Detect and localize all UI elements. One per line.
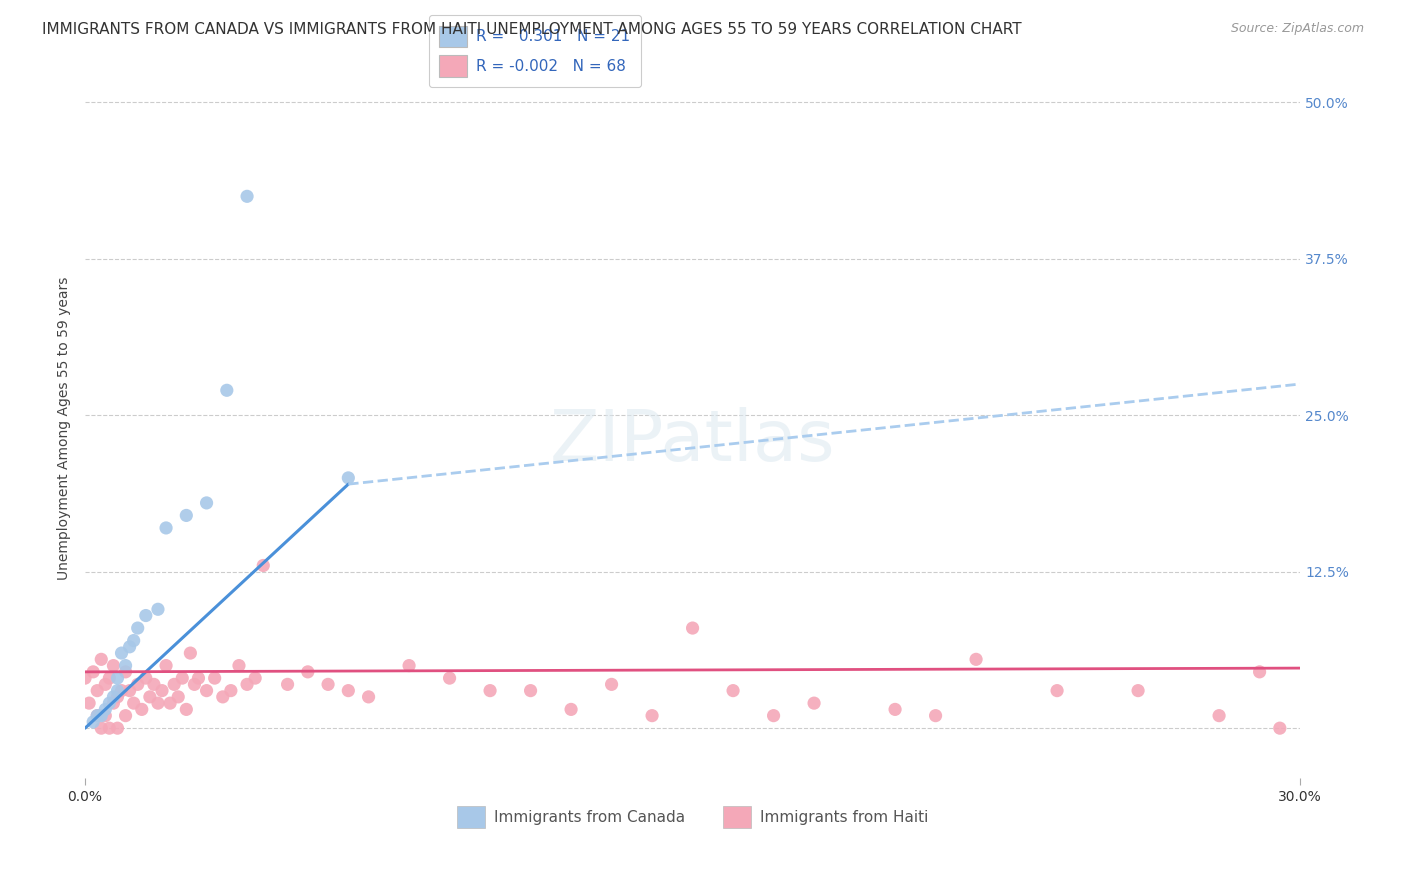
Point xyxy=(122,696,145,710)
Point xyxy=(150,683,173,698)
Point xyxy=(641,708,664,723)
Point xyxy=(176,508,198,523)
Legend: Immigrants from Canada, Immigrants from Haiti: Immigrants from Canada, Immigrants from … xyxy=(451,800,934,834)
Point xyxy=(398,658,420,673)
Point xyxy=(82,714,104,729)
Point xyxy=(252,558,274,573)
Point xyxy=(114,665,136,679)
Point xyxy=(159,696,181,710)
Text: IMMIGRANTS FROM CANADA VS IMMIGRANTS FROM HAITI UNEMPLOYMENT AMONG AGES 55 TO 59: IMMIGRANTS FROM CANADA VS IMMIGRANTS FRO… xyxy=(42,22,1022,37)
Point xyxy=(316,677,339,691)
Y-axis label: Unemployment Among Ages 55 to 59 years: Unemployment Among Ages 55 to 59 years xyxy=(58,277,72,580)
Point xyxy=(600,677,623,691)
Point xyxy=(118,640,141,654)
Point xyxy=(90,721,112,735)
Point xyxy=(479,683,502,698)
Point xyxy=(146,602,169,616)
Point xyxy=(803,696,825,710)
Point xyxy=(337,471,360,485)
Point xyxy=(236,189,259,203)
Point xyxy=(94,677,117,691)
Point xyxy=(94,708,117,723)
Point xyxy=(82,665,104,679)
Point xyxy=(155,521,177,535)
Point xyxy=(98,721,121,735)
Point xyxy=(519,683,541,698)
Point xyxy=(139,690,162,704)
Point xyxy=(179,646,201,660)
Point xyxy=(98,696,121,710)
Point xyxy=(155,658,177,673)
Point xyxy=(118,683,141,698)
Point xyxy=(98,671,121,685)
Point xyxy=(90,708,112,723)
Point xyxy=(297,665,319,679)
Point xyxy=(337,683,360,698)
Point xyxy=(228,658,250,673)
Point xyxy=(924,708,946,723)
Point xyxy=(114,658,136,673)
Point xyxy=(204,671,226,685)
Point xyxy=(219,683,242,698)
Point xyxy=(107,690,129,704)
Point xyxy=(243,671,266,685)
Point xyxy=(90,652,112,666)
Point xyxy=(215,384,238,398)
Point xyxy=(135,671,157,685)
Point xyxy=(107,671,129,685)
Point xyxy=(721,683,744,698)
Point xyxy=(127,677,149,691)
Point xyxy=(176,702,198,716)
Point xyxy=(172,671,194,685)
Point xyxy=(236,677,259,691)
Point xyxy=(1208,708,1230,723)
Point xyxy=(146,696,169,710)
Point xyxy=(135,608,157,623)
Text: Source: ZipAtlas.com: Source: ZipAtlas.com xyxy=(1230,22,1364,36)
Point xyxy=(439,671,461,685)
Point xyxy=(1126,683,1149,698)
Point xyxy=(110,646,132,660)
Point xyxy=(103,658,125,673)
Text: ZIPatlas: ZIPatlas xyxy=(550,408,835,476)
Point xyxy=(127,621,149,635)
Point xyxy=(103,690,125,704)
Point xyxy=(86,683,108,698)
Point xyxy=(163,677,186,691)
Point xyxy=(965,652,987,666)
Point xyxy=(357,690,380,704)
Point xyxy=(94,702,117,716)
Point xyxy=(122,633,145,648)
Point xyxy=(187,671,209,685)
Point xyxy=(107,721,129,735)
Point xyxy=(75,671,97,685)
Point xyxy=(183,677,205,691)
Point xyxy=(107,683,129,698)
Point xyxy=(167,690,190,704)
Point xyxy=(1249,665,1271,679)
Point xyxy=(560,702,582,716)
Point xyxy=(211,690,233,704)
Point xyxy=(142,677,165,691)
Point xyxy=(86,708,108,723)
Point xyxy=(762,708,785,723)
Point xyxy=(86,708,108,723)
Point xyxy=(277,677,299,691)
Point xyxy=(77,696,100,710)
Point xyxy=(131,702,153,716)
Point xyxy=(195,683,218,698)
Point xyxy=(1268,721,1291,735)
Point xyxy=(103,696,125,710)
Point xyxy=(110,683,132,698)
Point xyxy=(195,496,218,510)
Point xyxy=(1046,683,1069,698)
Point xyxy=(114,708,136,723)
Point xyxy=(682,621,704,635)
Point xyxy=(884,702,907,716)
